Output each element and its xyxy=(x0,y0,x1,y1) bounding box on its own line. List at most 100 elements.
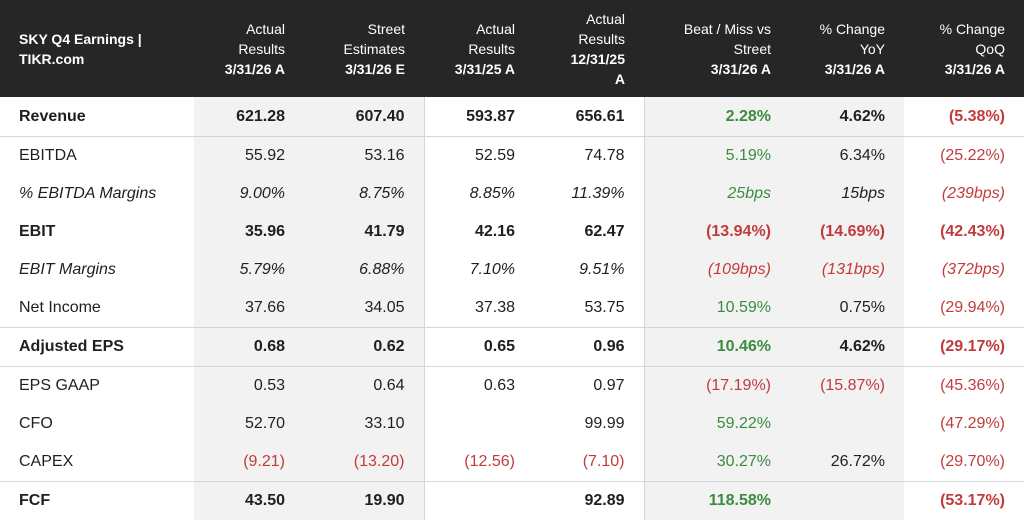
table-cell xyxy=(790,405,904,443)
table-cell: (15.87%) xyxy=(790,366,904,405)
row-label: EBIT xyxy=(19,223,56,240)
table-cell: 41.79 xyxy=(304,213,424,251)
table-cell: (45.36%) xyxy=(940,377,1005,394)
table-cell: 6.34% xyxy=(790,136,904,175)
table-cell: (14.69%) xyxy=(790,213,904,251)
table-row-ebit: EBIT 35.96 41.79 42.16 62.47 (13.94%) (14.69%)… xyxy=(0,213,1024,251)
table-cell: 0.97 xyxy=(593,377,625,394)
table-cell: 52.59 xyxy=(423,136,534,175)
table-cell: 0.68 xyxy=(194,327,304,367)
table-cell: (372bps) xyxy=(941,261,1005,278)
table-cell: 37.66 xyxy=(194,289,304,328)
table-cell: 55.92 xyxy=(194,136,304,175)
table-cell: 0.65 xyxy=(423,327,534,367)
table-cell: 0.75% xyxy=(790,289,904,328)
table-cell: 607.40 xyxy=(304,97,424,137)
table-row-ebitda: EBITDA 55.92 53.16 52.59 74.78 5.19% 6.34% (25.… xyxy=(0,136,1024,175)
table-row-ebit-margins: EBIT Margins 5.79% 6.88% 7.10% 9.51% (109bps)… xyxy=(0,251,1024,289)
row-label: FCF xyxy=(19,492,51,509)
table-cell: 593.87 xyxy=(423,97,534,137)
table-cell: 35.96 xyxy=(194,213,304,251)
table-cell: 4.62% xyxy=(790,97,904,137)
table-row-capex: CAPEX (9.21) (13.20) (12.56) (7.10) 30.27% 26.… xyxy=(0,443,1024,482)
table-row-net-income: Net Income 37.66 34.05 37.38 53.75 10.59% 0.75… xyxy=(0,289,1024,328)
table-cell: (239bps) xyxy=(941,185,1005,202)
table-cell: 37.38 xyxy=(423,289,534,328)
row-label: % EBITDA Margins xyxy=(19,185,157,202)
row-label: Net Income xyxy=(0,289,194,328)
table-cell: 92.89 xyxy=(584,492,625,509)
col-header-change-yoy: % Change YoY 3/31/26 A xyxy=(790,0,904,97)
row-label: EBIT Margins xyxy=(19,261,116,278)
table-cell: (53.17%) xyxy=(940,492,1005,509)
table-cell: 5.19% xyxy=(643,136,790,175)
table-cell: (29.94%) xyxy=(904,289,1024,328)
table-cell xyxy=(423,481,534,520)
table-cell: 9.51% xyxy=(579,261,625,278)
table-row-revenue: Revenue 621.28 607.40 593.87 656.61 2.28% 4.62… xyxy=(0,97,1024,137)
table-cell: 5.79% xyxy=(194,251,304,289)
row-label: EPS GAAP xyxy=(19,377,100,394)
table-cell: (9.21) xyxy=(194,443,304,482)
table-cell: 59.22% xyxy=(643,405,790,443)
col-header-actual-3-31-25: Actual Results 3/31/25 A xyxy=(424,0,534,97)
table-cell: 6.88% xyxy=(304,251,424,289)
table-cell: 19.90 xyxy=(304,481,424,520)
table-cell: (29.17%) xyxy=(904,327,1024,367)
table-cell: (12.56) xyxy=(423,443,534,482)
table-cell: (42.43%) xyxy=(940,223,1005,240)
table-cell: 7.10% xyxy=(423,251,534,289)
table-cell: 53.16 xyxy=(304,136,424,175)
table-cell: (109bps) xyxy=(643,251,790,289)
table-cell: 0.62 xyxy=(304,327,424,367)
table-cell: 0.64 xyxy=(304,366,424,405)
table-cell: (29.70%) xyxy=(904,443,1024,482)
table-cell: 25bps xyxy=(643,175,790,213)
table-body: Revenue 621.28 607.40 593.87 656.61 2.28% 4.62… xyxy=(0,97,1024,520)
table-cell: 8.85% xyxy=(423,175,534,213)
table-cell: 52.70 xyxy=(194,405,304,443)
table-cell xyxy=(423,405,534,443)
table-row-cfo: CFO 52.70 33.10 99.99 59.22% (47.29%) xyxy=(0,405,1024,443)
col-header-street-estimates: Street Estimates 3/31/26 E xyxy=(304,0,424,97)
table-title: SKY Q4 Earnings | TIKR.com xyxy=(0,0,194,97)
row-label: Adjusted EPS xyxy=(0,327,194,367)
table-cell: 34.05 xyxy=(304,289,424,328)
row-label: CFO xyxy=(19,415,53,432)
table-cell: 11.39% xyxy=(571,185,625,202)
table-cell: 33.10 xyxy=(304,405,424,443)
table-cell: 656.61 xyxy=(534,97,644,137)
table-cell: (25.22%) xyxy=(940,147,1005,164)
table-cell: 9.00% xyxy=(194,175,304,213)
table-cell: 10.46% xyxy=(643,327,790,367)
table-cell: (5.38%) xyxy=(904,97,1024,137)
table-cell: 8.75% xyxy=(304,175,424,213)
table-cell: (47.29%) xyxy=(940,415,1005,432)
table-cell: (17.19%) xyxy=(643,366,790,405)
table-cell: 2.28% xyxy=(643,97,790,137)
table-cell xyxy=(790,481,904,520)
table-row-fcf: FCF 43.50 19.90 92.89 118.58% (53.17%) xyxy=(0,481,1024,520)
col-header-change-qoq: % Change QoQ 3/31/26 A xyxy=(904,0,1024,97)
table-cell: 30.27% xyxy=(643,443,790,482)
table-cell: 42.16 xyxy=(423,213,534,251)
table-cell: (13.94%) xyxy=(643,213,790,251)
table-cell: 62.47 xyxy=(584,223,625,240)
table-cell: 0.96 xyxy=(534,327,644,367)
table-row-adjusted-eps: Adjusted EPS 0.68 0.62 0.65 0.96 10.46% 4.62%(… xyxy=(0,327,1024,367)
row-label: CAPEX xyxy=(0,443,194,482)
col-header-actual-12-31-25: Actual Results 12/31/25 A xyxy=(534,0,644,97)
table-cell: (131bps) xyxy=(790,251,904,289)
table-cell: 74.78 xyxy=(584,147,625,164)
col-header-beat-miss: Beat / Miss vs Street 3/31/26 A xyxy=(644,0,790,97)
table-cell: 621.28 xyxy=(194,97,304,137)
title-line-1: SKY Q4 Earnings | xyxy=(19,30,142,47)
table-cell: 26.72% xyxy=(790,443,904,482)
table-row-eps-gaap: EPS GAAP 0.53 0.64 0.63 0.97 (17.19%) (15.87%)… xyxy=(0,366,1024,405)
table-cell: 43.50 xyxy=(194,481,304,520)
table-cell: (13.20) xyxy=(304,443,424,482)
table-cell: 10.59% xyxy=(643,289,790,328)
row-label: EBITDA xyxy=(19,147,77,164)
table-cell: 4.62% xyxy=(790,327,904,367)
